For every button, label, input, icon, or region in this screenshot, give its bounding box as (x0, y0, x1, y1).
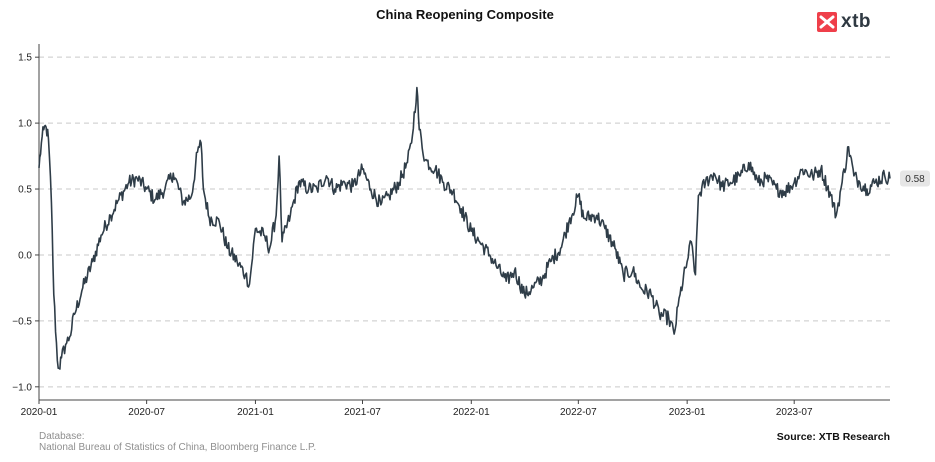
y-tick-label: 0.5 (18, 185, 32, 196)
x-tick-label: 2023-01 (669, 407, 706, 418)
y-tick-label: 1.5 (18, 53, 32, 64)
x-tick-label: 2021-01 (237, 407, 274, 418)
last-value-group: 0.58 (900, 170, 930, 187)
gridlines (39, 56, 890, 388)
y-tick-label: −0.5 (12, 316, 32, 327)
last-value-badge (900, 170, 930, 187)
xtb-logo-text: xtb (841, 11, 871, 32)
series-line-group (38, 86, 891, 370)
axes: 1.5 1.0 0.5 0.0 −0.5 −1.0 2020-01 2020-07 2021-0… (12, 44, 890, 418)
x-tick-label: 2021-07 (344, 407, 381, 418)
y-tick-label: 0.0 (18, 250, 32, 261)
xtb-logo-icon (817, 12, 837, 32)
last-value-label: 0.58 (905, 174, 925, 185)
x-tick-label: 2023-07 (776, 407, 813, 418)
x-tick-label: 2020-01 (21, 407, 58, 418)
database-label: Database: (39, 431, 85, 442)
y-tick-label: 1.0 (18, 119, 32, 130)
x-tick-label: 2020-07 (128, 407, 165, 418)
chart-title: China Reopening Composite (376, 7, 554, 22)
xtb-logo: xtb (817, 11, 871, 33)
source-note: Source: XTB Research (776, 431, 890, 443)
x-tick-label: 2022-07 (560, 407, 597, 418)
x-tick-label: 2022-01 (453, 407, 490, 418)
series-line (38, 86, 891, 370)
database-value: National Bureau of Statistics of China, … (39, 442, 317, 453)
database-note: Database: National Bureau of Statistics … (39, 431, 316, 453)
y-tick-label: −1.0 (12, 382, 32, 393)
